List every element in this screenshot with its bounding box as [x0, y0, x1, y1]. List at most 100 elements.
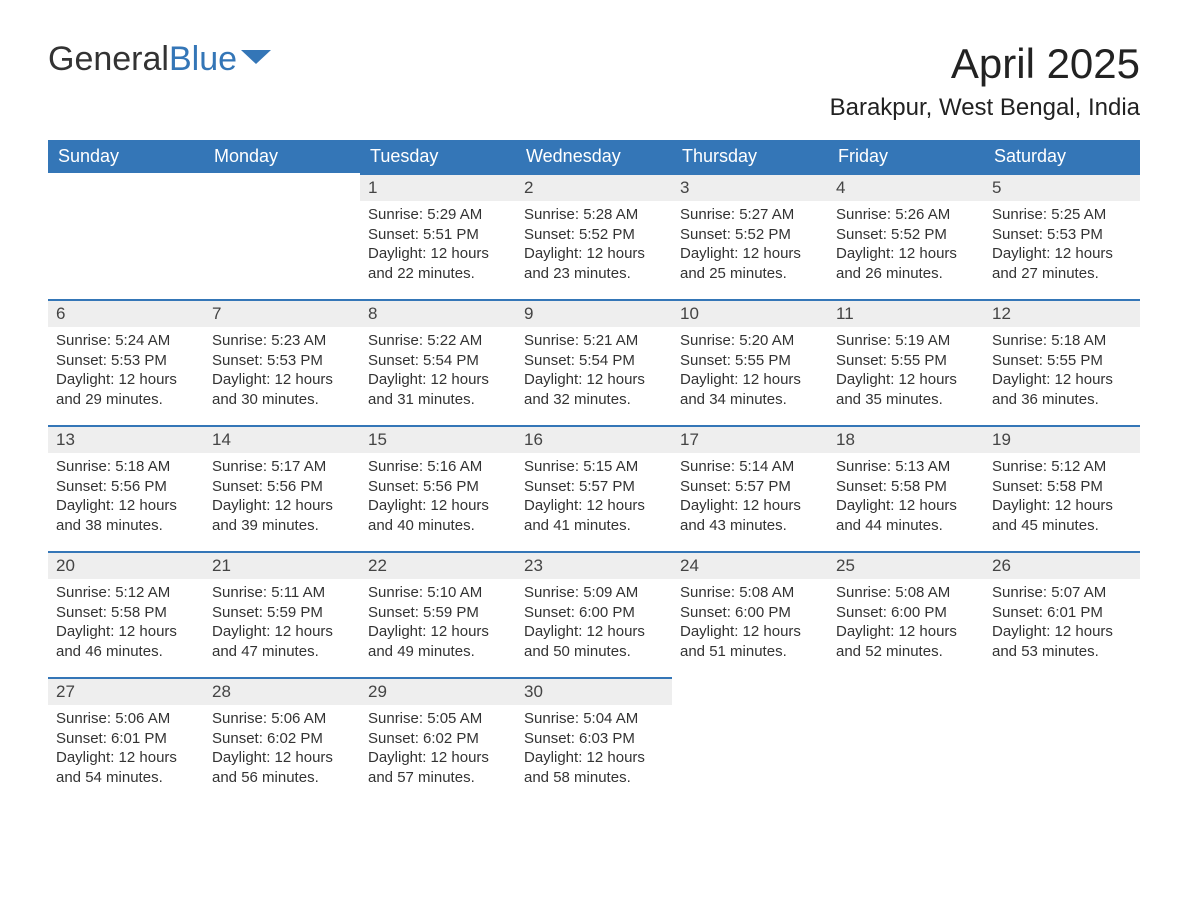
daylight-line: Daylight: 12 hours and 57 minutes.: [368, 748, 508, 787]
calendar-day-cell: 15Sunrise: 5:16 AMSunset: 5:56 PMDayligh…: [360, 425, 516, 551]
sunrise-line: Sunrise: 5:22 AM: [368, 331, 508, 351]
calendar-day-cell: 12Sunrise: 5:18 AMSunset: 5:55 PMDayligh…: [984, 299, 1140, 425]
sunrise-line: Sunrise: 5:11 AM: [212, 583, 352, 603]
calendar-day-cell: 21Sunrise: 5:11 AMSunset: 5:59 PMDayligh…: [204, 551, 360, 677]
daylight-line: Daylight: 12 hours and 54 minutes.: [56, 748, 196, 787]
day-number: 11: [828, 299, 984, 327]
calendar-day-cell: 5Sunrise: 5:25 AMSunset: 5:53 PMDaylight…: [984, 173, 1140, 299]
day-number: 7: [204, 299, 360, 327]
sunrise-line: Sunrise: 5:16 AM: [368, 457, 508, 477]
day-details: Sunrise: 5:07 AMSunset: 6:01 PMDaylight:…: [984, 579, 1140, 669]
daylight-line: Daylight: 12 hours and 50 minutes.: [524, 622, 664, 661]
sunset-line: Sunset: 6:01 PM: [992, 603, 1132, 623]
day-details: Sunrise: 5:18 AMSunset: 5:56 PMDaylight:…: [48, 453, 204, 543]
sunrise-line: Sunrise: 5:20 AM: [680, 331, 820, 351]
sunset-line: Sunset: 5:58 PM: [836, 477, 976, 497]
sunset-line: Sunset: 6:00 PM: [836, 603, 976, 623]
weekday-header: Tuesday: [360, 140, 516, 173]
calendar-day-cell: 14Sunrise: 5:17 AMSunset: 5:56 PMDayligh…: [204, 425, 360, 551]
sunset-line: Sunset: 5:56 PM: [212, 477, 352, 497]
day-details: Sunrise: 5:15 AMSunset: 5:57 PMDaylight:…: [516, 453, 672, 543]
sunrise-line: Sunrise: 5:14 AM: [680, 457, 820, 477]
weekday-header: Thursday: [672, 140, 828, 173]
day-number: 9: [516, 299, 672, 327]
calendar-day-cell: 7Sunrise: 5:23 AMSunset: 5:53 PMDaylight…: [204, 299, 360, 425]
sunrise-line: Sunrise: 5:08 AM: [836, 583, 976, 603]
sunrise-line: Sunrise: 5:29 AM: [368, 205, 508, 225]
day-number: 18: [828, 425, 984, 453]
sunset-line: Sunset: 5:51 PM: [368, 225, 508, 245]
sunset-line: Sunset: 5:52 PM: [680, 225, 820, 245]
day-details: Sunrise: 5:16 AMSunset: 5:56 PMDaylight:…: [360, 453, 516, 543]
daylight-line: Daylight: 12 hours and 43 minutes.: [680, 496, 820, 535]
sunrise-line: Sunrise: 5:10 AM: [368, 583, 508, 603]
day-details: Sunrise: 5:09 AMSunset: 6:00 PMDaylight:…: [516, 579, 672, 669]
logo-text-blue: Blue: [169, 40, 237, 79]
day-details: Sunrise: 5:05 AMSunset: 6:02 PMDaylight:…: [360, 705, 516, 795]
calendar-body: 1Sunrise: 5:29 AMSunset: 5:51 PMDaylight…: [48, 173, 1140, 803]
sunrise-line: Sunrise: 5:07 AM: [992, 583, 1132, 603]
calendar-day-cell: 27Sunrise: 5:06 AMSunset: 6:01 PMDayligh…: [48, 677, 204, 803]
day-number: 13: [48, 425, 204, 453]
daylight-line: Daylight: 12 hours and 58 minutes.: [524, 748, 664, 787]
day-number: 23: [516, 551, 672, 579]
sunrise-line: Sunrise: 5:21 AM: [524, 331, 664, 351]
weekday-header: Wednesday: [516, 140, 672, 173]
day-details: Sunrise: 5:06 AMSunset: 6:01 PMDaylight:…: [48, 705, 204, 795]
day-details: Sunrise: 5:20 AMSunset: 5:55 PMDaylight:…: [672, 327, 828, 417]
weekday-header: Friday: [828, 140, 984, 173]
sunset-line: Sunset: 6:00 PM: [680, 603, 820, 623]
daylight-line: Daylight: 12 hours and 38 minutes.: [56, 496, 196, 535]
daylight-line: Daylight: 12 hours and 39 minutes.: [212, 496, 352, 535]
daylight-line: Daylight: 12 hours and 52 minutes.: [836, 622, 976, 661]
sunrise-line: Sunrise: 5:05 AM: [368, 709, 508, 729]
sunset-line: Sunset: 5:58 PM: [992, 477, 1132, 497]
daylight-line: Daylight: 12 hours and 47 minutes.: [212, 622, 352, 661]
day-number: 14: [204, 425, 360, 453]
calendar-day-cell: 22Sunrise: 5:10 AMSunset: 5:59 PMDayligh…: [360, 551, 516, 677]
daylight-line: Daylight: 12 hours and 36 minutes.: [992, 370, 1132, 409]
calendar-day-cell: 2Sunrise: 5:28 AMSunset: 5:52 PMDaylight…: [516, 173, 672, 299]
day-number: 5: [984, 173, 1140, 201]
daylight-line: Daylight: 12 hours and 49 minutes.: [368, 622, 508, 661]
weekday-header: Saturday: [984, 140, 1140, 173]
sunrise-line: Sunrise: 5:19 AM: [836, 331, 976, 351]
daylight-line: Daylight: 12 hours and 34 minutes.: [680, 370, 820, 409]
day-number: 12: [984, 299, 1140, 327]
calendar-day-cell: 9Sunrise: 5:21 AMSunset: 5:54 PMDaylight…: [516, 299, 672, 425]
day-details: Sunrise: 5:06 AMSunset: 6:02 PMDaylight:…: [204, 705, 360, 795]
day-number: 6: [48, 299, 204, 327]
daylight-line: Daylight: 12 hours and 26 minutes.: [836, 244, 976, 283]
sunrise-line: Sunrise: 5:18 AM: [56, 457, 196, 477]
calendar-day-cell: 1Sunrise: 5:29 AMSunset: 5:51 PMDaylight…: [360, 173, 516, 299]
sunrise-line: Sunrise: 5:24 AM: [56, 331, 196, 351]
sunrise-line: Sunrise: 5:06 AM: [212, 709, 352, 729]
calendar-day-cell: 10Sunrise: 5:20 AMSunset: 5:55 PMDayligh…: [672, 299, 828, 425]
sunrise-line: Sunrise: 5:25 AM: [992, 205, 1132, 225]
day-number: 10: [672, 299, 828, 327]
calendar-day-cell: 6Sunrise: 5:24 AMSunset: 5:53 PMDaylight…: [48, 299, 204, 425]
daylight-line: Daylight: 12 hours and 32 minutes.: [524, 370, 664, 409]
day-number: 19: [984, 425, 1140, 453]
day-details: Sunrise: 5:19 AMSunset: 5:55 PMDaylight:…: [828, 327, 984, 417]
sunset-line: Sunset: 5:56 PM: [56, 477, 196, 497]
day-details: Sunrise: 5:04 AMSunset: 6:03 PMDaylight:…: [516, 705, 672, 795]
sunrise-line: Sunrise: 5:28 AM: [524, 205, 664, 225]
daylight-line: Daylight: 12 hours and 56 minutes.: [212, 748, 352, 787]
day-details: Sunrise: 5:08 AMSunset: 6:00 PMDaylight:…: [828, 579, 984, 669]
sunrise-line: Sunrise: 5:26 AM: [836, 205, 976, 225]
location: Barakpur, West Bengal, India: [830, 94, 1140, 122]
day-details: Sunrise: 5:10 AMSunset: 5:59 PMDaylight:…: [360, 579, 516, 669]
day-number: 15: [360, 425, 516, 453]
sunset-line: Sunset: 5:53 PM: [212, 351, 352, 371]
calendar-day-cell: 30Sunrise: 5:04 AMSunset: 6:03 PMDayligh…: [516, 677, 672, 803]
calendar-day-cell: [828, 677, 984, 803]
sunrise-line: Sunrise: 5:12 AM: [56, 583, 196, 603]
day-number: 30: [516, 677, 672, 705]
day-number: 17: [672, 425, 828, 453]
daylight-line: Daylight: 12 hours and 23 minutes.: [524, 244, 664, 283]
day-details: Sunrise: 5:14 AMSunset: 5:57 PMDaylight:…: [672, 453, 828, 543]
day-number: 27: [48, 677, 204, 705]
day-details: Sunrise: 5:27 AMSunset: 5:52 PMDaylight:…: [672, 201, 828, 291]
sunset-line: Sunset: 5:56 PM: [368, 477, 508, 497]
